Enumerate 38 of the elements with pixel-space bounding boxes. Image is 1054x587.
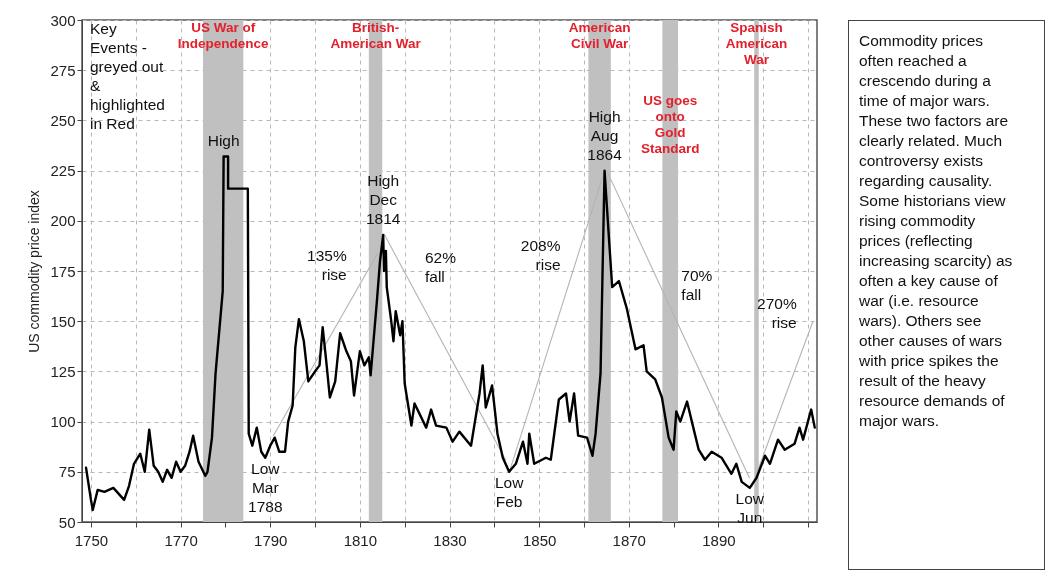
annotation: Key Events - greyed out & highlighted in Red	[90, 20, 165, 132]
band-label: British- American War	[330, 20, 422, 51]
annotation: 135% rise	[307, 247, 347, 284]
y-tick-label: 150	[50, 312, 76, 330]
annotation: Low Mar 1788	[248, 459, 283, 515]
band-label: American Civil War	[568, 20, 631, 51]
annotation: 208% rise	[520, 237, 561, 274]
x-tick-label: 1870	[612, 531, 646, 549]
annotation: High Aug 1864	[587, 107, 623, 163]
annotation: Low Jun	[735, 489, 765, 526]
text: Commodity prices often reached a crescendo during a time of major wars. These two factors are clearly related. Much controversy exists regarding causality. Some historians view rising commodity prices (reflecting increasing scarcity) as often a key cause of war (i.e. resource wars). Others see other causes of wars with price spikes the result of the heavy resource demands of major wars.	[859, 32, 1013, 429]
x-tick-label: 1850	[522, 531, 557, 549]
y-tick-label: 50	[58, 513, 76, 531]
x-tick-label: 1890	[702, 531, 736, 549]
y-tick-label: 225	[50, 162, 76, 180]
band-label: US goes onto Gold Standard	[640, 93, 700, 156]
y-tick-label: 75	[58, 463, 76, 481]
y-tick-label: 275	[50, 61, 76, 79]
annotation: High Dec 1814	[365, 171, 401, 227]
annotation: 270% rise	[757, 295, 797, 332]
y-tick-label: 125	[50, 362, 76, 380]
x-tick-label: 1810	[343, 531, 378, 549]
x-tick-label: 1750	[74, 531, 109, 549]
annotation: 70% fall	[681, 267, 713, 304]
x-tick-label: 1770	[164, 531, 198, 549]
annotation: Low Feb	[494, 473, 525, 510]
band-label: US War of Independence	[177, 20, 270, 51]
y-tick-label: 250	[50, 111, 76, 129]
x-tick-label: 1830	[433, 531, 467, 549]
y-tick-label: 300	[50, 11, 76, 29]
y-tick-label: 200	[50, 212, 76, 230]
x-tick-label: 1790	[254, 531, 288, 549]
y-tick-label: 175	[50, 262, 76, 280]
y-tick-label: 100	[50, 413, 76, 431]
annotation: 62% fall	[424, 249, 457, 286]
band-label: Spanish American War	[725, 20, 788, 67]
y-axis-title: US commodity price index	[26, 190, 43, 353]
annotation: High	[207, 131, 240, 149]
